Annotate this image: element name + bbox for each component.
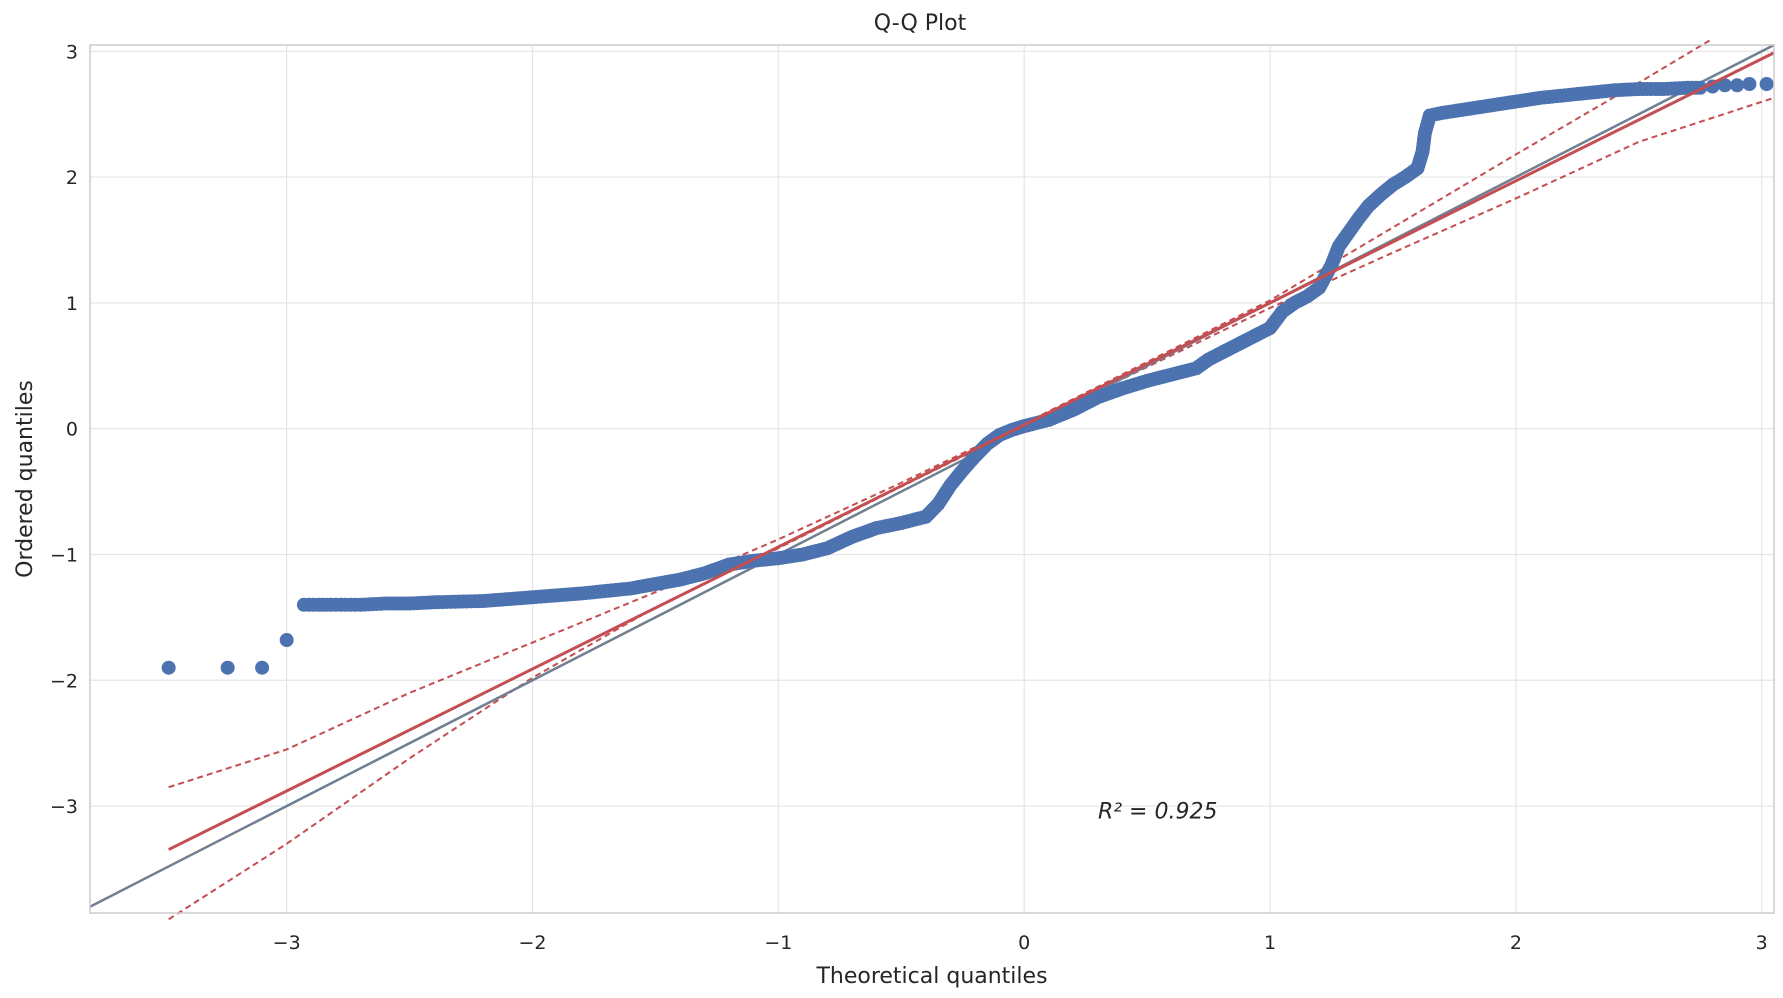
data-point xyxy=(161,660,176,675)
data-point xyxy=(255,660,270,675)
x-tick-label: 1 xyxy=(1264,932,1276,954)
reference-line-group xyxy=(89,43,1775,908)
y-tick-label: −2 xyxy=(50,670,78,692)
plot-frame xyxy=(89,44,1775,914)
y-tick-label: 3 xyxy=(66,41,78,63)
x-tick-label: −3 xyxy=(273,932,301,954)
x-tick-label: −1 xyxy=(764,932,792,954)
x-axis-title: Theoretical quantiles xyxy=(815,964,1047,989)
y-tick-label: 2 xyxy=(66,167,78,189)
x-tick-label: 0 xyxy=(1018,932,1030,954)
y-tick-label: −1 xyxy=(50,544,78,566)
confidence-band-lower xyxy=(168,96,1775,921)
fit-line xyxy=(168,51,1775,851)
confidence-band-upper xyxy=(168,37,1714,789)
reference-line xyxy=(89,43,1775,908)
data-point xyxy=(1759,76,1774,91)
y-tick-label: −3 xyxy=(50,796,78,818)
x-axis-ticks: −3 −2 −1 0 1 2 3 xyxy=(273,932,1768,954)
x-tick-label: −2 xyxy=(519,932,547,954)
y-axis-ticks: −3 −2 −1 0 1 2 3 xyxy=(50,41,78,818)
chart-title: Q-Q Plot xyxy=(874,11,967,36)
data-points xyxy=(161,76,1774,675)
data-point xyxy=(279,633,294,648)
y-tick-label: 1 xyxy=(66,293,78,315)
x-tick-label: 2 xyxy=(1510,932,1522,954)
y-tick-label: 0 xyxy=(66,419,78,441)
r-squared-annotation: R² = 0.925 xyxy=(1098,800,1218,825)
data-point xyxy=(220,660,235,675)
fit-line-group xyxy=(168,51,1775,851)
data-point xyxy=(1742,76,1757,91)
data-point xyxy=(1730,78,1745,93)
y-axis-title: Ordered quantiles xyxy=(13,380,38,578)
data-point xyxy=(1717,78,1732,93)
x-tick-label: 3 xyxy=(1756,932,1768,954)
grid xyxy=(90,45,1774,913)
